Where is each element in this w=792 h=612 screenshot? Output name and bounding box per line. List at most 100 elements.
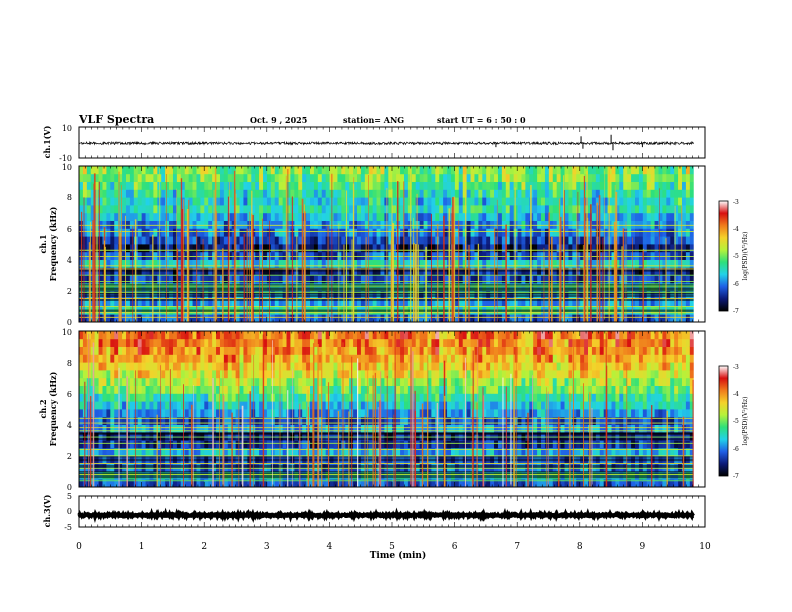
spectrogram-cell	[82, 346, 88, 355]
spectrogram-cell	[349, 244, 354, 253]
spectrogram-cell	[576, 173, 581, 182]
spectrogram-cell	[153, 362, 158, 371]
spectrogram-cell	[145, 259, 150, 268]
spectrogram-cell	[263, 338, 268, 347]
spectrogram-cell	[243, 338, 248, 347]
spectrogram-cell	[208, 346, 213, 355]
spectrogram-cell	[368, 166, 374, 175]
spectrogram-cell	[658, 212, 663, 221]
spectrogram-cell	[153, 189, 158, 198]
spectrogram-cell	[208, 259, 213, 268]
spectrogram-cell	[568, 220, 573, 229]
spectrogram-cell	[180, 346, 186, 355]
spectrogram-cell	[180, 385, 186, 394]
spectrogram-cell	[192, 448, 197, 457]
spectrogram-cell	[607, 244, 612, 253]
spectrogram-cell	[623, 244, 628, 253]
spectrogram-cell	[219, 440, 225, 449]
spectrogram-cell	[208, 377, 213, 386]
spectrogram-cell	[509, 314, 515, 323]
spectrogram-cell	[380, 244, 385, 253]
spectrogram-cell	[153, 448, 158, 457]
spectrogram-cell	[357, 298, 362, 307]
spectrogram-cell	[556, 298, 562, 307]
spectrogram-cell	[685, 220, 691, 229]
spectrogram-cell	[462, 298, 468, 307]
spectrogram-cell	[239, 166, 244, 175]
spectrogram-cell	[525, 298, 530, 307]
spectrogram-cell	[145, 181, 150, 190]
spectrogram-cell	[149, 228, 154, 237]
spectrogram-cell	[572, 314, 577, 323]
spectrogram-cell	[216, 432, 221, 441]
spectrogram-cell	[685, 212, 691, 221]
spectrogram-cell	[282, 331, 287, 340]
spectrogram-cell	[548, 205, 554, 214]
spectrogram-cell	[513, 251, 518, 260]
spectrogram-cell	[212, 416, 217, 425]
spectrogram-cell	[580, 228, 585, 237]
spectrogram-cell	[670, 290, 675, 299]
spectrogram-cell	[353, 212, 358, 221]
spectrogram-cell	[247, 362, 252, 371]
spectrogram-cell	[263, 166, 268, 175]
spectrogram-cell	[423, 197, 428, 206]
spectrogram-cell	[298, 448, 303, 457]
spectrogram-cell	[310, 385, 315, 394]
spectrogram-cell	[642, 228, 648, 237]
spectrogram-cell	[568, 166, 573, 175]
spectrogram-cell	[94, 370, 99, 379]
spectrogram-cell	[337, 298, 342, 307]
spectrogram-cell	[278, 338, 284, 347]
spectrogram-cell	[313, 166, 319, 175]
spectrogram-cell	[239, 251, 244, 260]
spectrogram-cell	[407, 244, 413, 253]
spectrogram-cell	[145, 440, 150, 449]
spectrogram-cell	[666, 236, 671, 245]
spectrogram-cell	[595, 166, 601, 175]
spectrogram-cell	[599, 197, 605, 206]
spectrogram-cell	[689, 173, 695, 182]
spectrogram-cell	[235, 275, 240, 284]
spectrogram-cell	[658, 189, 663, 198]
spectrogram-cell	[427, 181, 432, 190]
spectrogram-cell	[79, 448, 84, 457]
spectrogram-cell	[196, 377, 201, 386]
spectrogram-cell	[317, 346, 323, 355]
spectrogram-cell	[223, 432, 229, 441]
spectrogram-cell	[572, 220, 577, 229]
spectrogram-cell	[196, 362, 201, 371]
spectrogram-cell	[415, 259, 421, 268]
spectrogram-cell	[494, 275, 499, 284]
spectrogram-cell	[169, 346, 174, 355]
spectrogram-cell	[572, 244, 577, 253]
spectrogram-cell	[145, 393, 150, 402]
spectrogram-cell	[353, 259, 358, 268]
spectrogram-cell	[286, 346, 291, 355]
spectrogram-cell	[560, 220, 565, 229]
spectrogram-cell	[403, 189, 409, 198]
spectrogram-cell	[509, 166, 515, 175]
spectrogram-cell	[118, 331, 123, 340]
spectrogram-cell	[149, 314, 154, 323]
spectrogram-cell	[243, 362, 248, 371]
spectrogram-cell	[255, 377, 260, 386]
spectrogram-cell	[635, 314, 640, 323]
spectrogram-cell	[255, 354, 260, 363]
spectrogram-cell	[591, 173, 597, 182]
spectrogram-cell	[466, 173, 471, 182]
spectrogram-cell	[544, 314, 550, 323]
spectrogram-cell	[239, 416, 244, 425]
spectrogram-cell	[638, 259, 644, 268]
spectrogram-cell	[235, 393, 240, 402]
spectrogram-cell	[219, 424, 225, 433]
spectrogram-cell	[231, 479, 237, 488]
spectrogram-cell	[192, 393, 197, 402]
spectrogram-cell	[505, 275, 511, 284]
spectrogram-cell	[584, 212, 589, 221]
spectrogram-cell	[650, 197, 655, 206]
spectrogram-cell	[407, 251, 413, 260]
spectrogram-cell	[337, 314, 342, 323]
spectrogram-cell	[223, 228, 229, 237]
spectrogram-cell	[282, 197, 287, 206]
